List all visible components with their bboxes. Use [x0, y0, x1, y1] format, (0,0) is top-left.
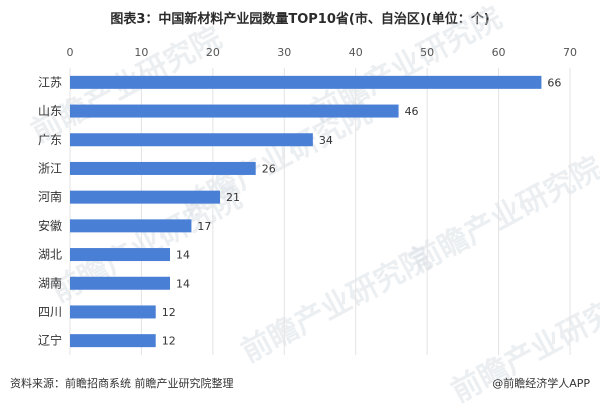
category-label: 辽宁: [38, 333, 62, 348]
category-label: 四川: [38, 305, 62, 319]
chart-title: 图表3：中国新材料产业园数量TOP10省(市、自治区)(单位：个): [110, 12, 490, 27]
bar: [70, 161, 256, 175]
bar: [70, 334, 156, 348]
bar: [70, 219, 192, 233]
data-label: 12: [162, 335, 176, 348]
grid-lines: [69, 68, 571, 355]
category-label: 山东: [38, 104, 62, 118]
x-tick-label: 0: [67, 46, 74, 59]
x-tick-label: 70: [563, 46, 577, 59]
data-label: 66: [547, 76, 561, 89]
bar: [70, 104, 399, 118]
x-tick-label: 50: [420, 46, 434, 59]
bar: [70, 305, 156, 319]
source-note: 资料来源：前瞻招商系统 前瞻产业研究院整理: [10, 377, 234, 390]
category-label: 河南: [38, 189, 62, 204]
category-label: 广东: [38, 133, 62, 147]
category-label: 湖北: [38, 247, 62, 262]
category-label: 湖南: [38, 275, 62, 290]
x-tick-label: 20: [206, 46, 220, 59]
x-tick-label: 30: [277, 46, 291, 59]
x-tick-label: 10: [134, 46, 148, 59]
bar: [70, 133, 313, 147]
data-label: 34: [319, 134, 333, 147]
category-label: 浙江: [38, 161, 62, 175]
data-label: 14: [176, 249, 190, 262]
brand-label: @前瞻经济学人APP: [492, 377, 590, 390]
data-label: 21: [226, 191, 240, 204]
data-label: 12: [162, 306, 176, 319]
data-label: 26: [262, 162, 276, 175]
bar: [70, 190, 220, 204]
x-axis-ticks: 0 10 20 30 40 50 60 70: [67, 46, 578, 59]
data-label: 46: [405, 105, 419, 118]
data-label: 17: [197, 220, 211, 233]
bar-chart: 0 10 20 30 40 50 60 70 江苏 66 山东 46 广东 34 浙江 26 河南 21 安徽 17…: [38, 46, 578, 355]
x-tick-label: 40: [349, 46, 363, 59]
data-label: 14: [176, 277, 190, 290]
x-tick-label: 60: [492, 46, 506, 59]
category-label: 江苏: [38, 75, 62, 89]
category-label: 安徽: [38, 218, 62, 233]
bar: [70, 276, 170, 290]
bars: 江苏 66 山东 46 广东 34 浙江 26 河南 21 安徽 17 湖北 14 湖南 14 四川 12 辽宁 12: [38, 75, 561, 347]
bar: [70, 248, 170, 262]
bar: [70, 75, 542, 89]
